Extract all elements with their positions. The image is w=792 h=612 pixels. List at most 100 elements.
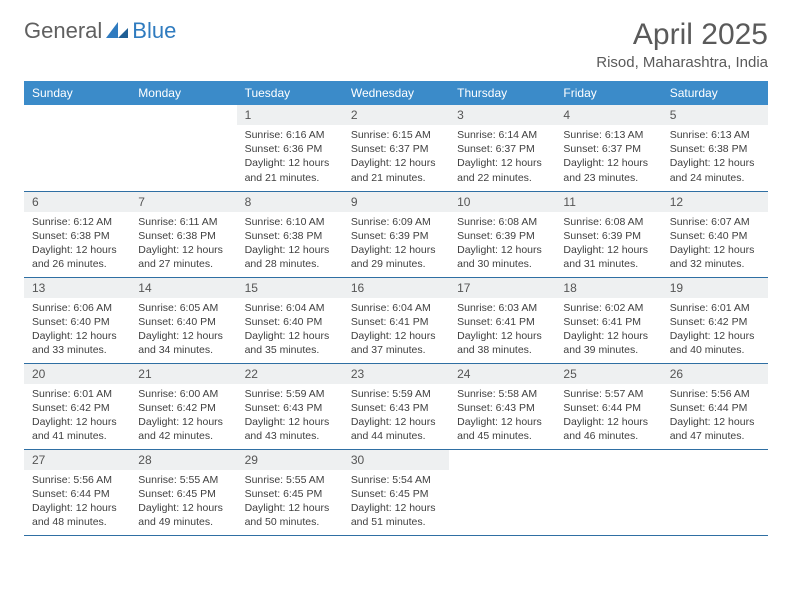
- calendar-week-row: 6Sunrise: 6:12 AMSunset: 6:38 PMDaylight…: [24, 191, 768, 277]
- day-details: Sunrise: 6:13 AMSunset: 6:37 PMDaylight:…: [555, 125, 661, 190]
- day-number: 12: [662, 192, 768, 212]
- calendar-day-cell: 9Sunrise: 6:09 AMSunset: 6:39 PMDaylight…: [343, 191, 449, 277]
- day-number: 19: [662, 278, 768, 298]
- day-details: Sunrise: 6:10 AMSunset: 6:38 PMDaylight:…: [237, 212, 343, 277]
- day-daylight1: Daylight: 12 hours: [351, 243, 441, 257]
- day-daylight2: and 27 minutes.: [138, 257, 228, 271]
- day-sunrise: Sunrise: 6:10 AM: [245, 215, 335, 229]
- day-details: Sunrise: 6:16 AMSunset: 6:36 PMDaylight:…: [237, 125, 343, 190]
- day-sunrise: Sunrise: 5:57 AM: [563, 387, 653, 401]
- day-daylight2: and 50 minutes.: [245, 515, 335, 529]
- day-sunrise: Sunrise: 6:08 AM: [457, 215, 547, 229]
- day-details: Sunrise: 5:56 AMSunset: 6:44 PMDaylight:…: [24, 470, 130, 535]
- day-daylight1: Daylight: 12 hours: [245, 156, 335, 170]
- day-details: Sunrise: 5:58 AMSunset: 6:43 PMDaylight:…: [449, 384, 555, 449]
- day-daylight2: and 47 minutes.: [670, 429, 760, 443]
- calendar-day-cell: 5Sunrise: 6:13 AMSunset: 6:38 PMDaylight…: [662, 105, 768, 191]
- calendar-day-cell: 19Sunrise: 6:01 AMSunset: 6:42 PMDayligh…: [662, 277, 768, 363]
- day-number: 7: [130, 192, 236, 212]
- day-daylight1: Daylight: 12 hours: [563, 415, 653, 429]
- calendar-week-row: 20Sunrise: 6:01 AMSunset: 6:42 PMDayligh…: [24, 363, 768, 449]
- day-daylight2: and 44 minutes.: [351, 429, 441, 443]
- day-daylight2: and 39 minutes.: [563, 343, 653, 357]
- day-daylight1: Daylight: 12 hours: [138, 501, 228, 515]
- calendar-day-cell: 2Sunrise: 6:15 AMSunset: 6:37 PMDaylight…: [343, 105, 449, 191]
- day-sunrise: Sunrise: 6:15 AM: [351, 128, 441, 142]
- weekday-header: Wednesday: [343, 81, 449, 105]
- day-details: Sunrise: 6:06 AMSunset: 6:40 PMDaylight:…: [24, 298, 130, 363]
- day-daylight1: Daylight: 12 hours: [138, 415, 228, 429]
- day-sunrise: Sunrise: 6:16 AM: [245, 128, 335, 142]
- day-details: Sunrise: 6:11 AMSunset: 6:38 PMDaylight:…: [130, 212, 236, 277]
- day-daylight2: and 41 minutes.: [32, 429, 122, 443]
- weekday-header: Monday: [130, 81, 236, 105]
- day-daylight2: and 30 minutes.: [457, 257, 547, 271]
- day-sunrise: Sunrise: 6:13 AM: [563, 128, 653, 142]
- calendar-day-cell: 29Sunrise: 5:55 AMSunset: 6:45 PMDayligh…: [237, 449, 343, 535]
- day-daylight1: Daylight: 12 hours: [32, 243, 122, 257]
- day-details: Sunrise: 6:03 AMSunset: 6:41 PMDaylight:…: [449, 298, 555, 363]
- day-details: Sunrise: 5:55 AMSunset: 6:45 PMDaylight:…: [237, 470, 343, 535]
- day-details: Sunrise: 5:59 AMSunset: 6:43 PMDaylight:…: [237, 384, 343, 449]
- day-sunset: Sunset: 6:44 PM: [670, 401, 760, 415]
- day-number: 2: [343, 105, 449, 125]
- day-sunrise: Sunrise: 6:07 AM: [670, 215, 760, 229]
- day-sunset: Sunset: 6:36 PM: [245, 142, 335, 156]
- day-sunrise: Sunrise: 5:55 AM: [245, 473, 335, 487]
- day-sunset: Sunset: 6:41 PM: [457, 315, 547, 329]
- day-sunrise: Sunrise: 5:56 AM: [670, 387, 760, 401]
- day-sunrise: Sunrise: 6:05 AM: [138, 301, 228, 315]
- day-number: 29: [237, 450, 343, 470]
- weekday-header: Sunday: [24, 81, 130, 105]
- day-daylight1: Daylight: 12 hours: [351, 156, 441, 170]
- day-sunset: Sunset: 6:45 PM: [351, 487, 441, 501]
- day-sunset: Sunset: 6:41 PM: [351, 315, 441, 329]
- day-daylight1: Daylight: 12 hours: [457, 415, 547, 429]
- day-details: Sunrise: 6:04 AMSunset: 6:40 PMDaylight:…: [237, 298, 343, 363]
- day-number: 24: [449, 364, 555, 384]
- day-daylight1: Daylight: 12 hours: [351, 415, 441, 429]
- calendar-day-cell: 11Sunrise: 6:08 AMSunset: 6:39 PMDayligh…: [555, 191, 661, 277]
- day-sunrise: Sunrise: 5:59 AM: [351, 387, 441, 401]
- day-details: Sunrise: 6:00 AMSunset: 6:42 PMDaylight:…: [130, 384, 236, 449]
- day-daylight1: Daylight: 12 hours: [563, 329, 653, 343]
- day-details: Sunrise: 6:14 AMSunset: 6:37 PMDaylight:…: [449, 125, 555, 190]
- calendar-day-cell: 8Sunrise: 6:10 AMSunset: 6:38 PMDaylight…: [237, 191, 343, 277]
- day-number: 23: [343, 364, 449, 384]
- day-daylight1: Daylight: 12 hours: [351, 501, 441, 515]
- calendar-day-cell: 10Sunrise: 6:08 AMSunset: 6:39 PMDayligh…: [449, 191, 555, 277]
- brand-part1: General: [24, 18, 102, 44]
- calendar-day-cell: 18Sunrise: 6:02 AMSunset: 6:41 PMDayligh…: [555, 277, 661, 363]
- calendar-day-cell: 30Sunrise: 5:54 AMSunset: 6:45 PMDayligh…: [343, 449, 449, 535]
- header: General Blue April 2025 Risod, Maharasht…: [24, 18, 768, 71]
- day-sunrise: Sunrise: 5:55 AM: [138, 473, 228, 487]
- day-number: 25: [555, 364, 661, 384]
- day-sunset: Sunset: 6:40 PM: [32, 315, 122, 329]
- day-sunset: Sunset: 6:38 PM: [138, 229, 228, 243]
- day-daylight2: and 32 minutes.: [670, 257, 760, 271]
- day-daylight1: Daylight: 12 hours: [245, 501, 335, 515]
- day-daylight1: Daylight: 12 hours: [138, 329, 228, 343]
- day-daylight1: Daylight: 12 hours: [563, 243, 653, 257]
- day-daylight2: and 31 minutes.: [563, 257, 653, 271]
- calendar-week-row: 13Sunrise: 6:06 AMSunset: 6:40 PMDayligh…: [24, 277, 768, 363]
- calendar-day-cell: 20Sunrise: 6:01 AMSunset: 6:42 PMDayligh…: [24, 363, 130, 449]
- day-details: Sunrise: 6:07 AMSunset: 6:40 PMDaylight:…: [662, 212, 768, 277]
- day-number: 3: [449, 105, 555, 125]
- day-number: 28: [130, 450, 236, 470]
- day-sunset: Sunset: 6:37 PM: [457, 142, 547, 156]
- day-number: 26: [662, 364, 768, 384]
- day-sunrise: Sunrise: 6:02 AM: [563, 301, 653, 315]
- location-label: Risod, Maharashtra, India: [596, 54, 768, 71]
- calendar-day-cell: 13Sunrise: 6:06 AMSunset: 6:40 PMDayligh…: [24, 277, 130, 363]
- day-daylight1: Daylight: 12 hours: [457, 329, 547, 343]
- calendar-day-cell: 26Sunrise: 5:56 AMSunset: 6:44 PMDayligh…: [662, 363, 768, 449]
- day-sunrise: Sunrise: 6:12 AM: [32, 215, 122, 229]
- weekday-header: Tuesday: [237, 81, 343, 105]
- day-daylight1: Daylight: 12 hours: [670, 243, 760, 257]
- day-number: 27: [24, 450, 130, 470]
- calendar-day-cell: 16Sunrise: 6:04 AMSunset: 6:41 PMDayligh…: [343, 277, 449, 363]
- weekday-header: Thursday: [449, 81, 555, 105]
- day-details: Sunrise: 6:15 AMSunset: 6:37 PMDaylight:…: [343, 125, 449, 190]
- day-number: 10: [449, 192, 555, 212]
